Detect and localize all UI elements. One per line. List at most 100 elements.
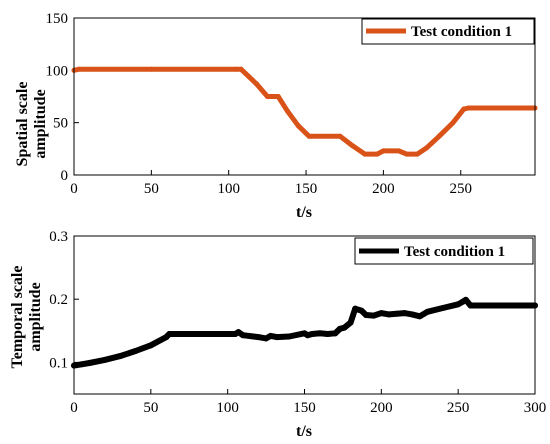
bottom-x-tick-label: 100 — [216, 400, 239, 416]
top-data-point — [349, 143, 355, 149]
bottom-data-point — [416, 313, 423, 320]
top-x-tick-labels: 0 50 100 150 200 250 — [70, 181, 472, 197]
bottom-ylabel-line1: Temporal scale — [9, 266, 26, 369]
top-chart: Spatial scale amplitude 0 50 100 150 0 50 100… — [14, 11, 538, 221]
bottom-legend: Test condition 1 — [354, 237, 534, 265]
bottom-series-group — [71, 296, 538, 369]
top-data-point — [465, 105, 471, 111]
top-xlabel: t/s — [296, 204, 312, 221]
top-y-tick-labels: 0 50 100 150 — [46, 11, 69, 184]
top-y-tick-label: 150 — [46, 11, 69, 27]
top-x-tick-label: 0 — [70, 181, 78, 197]
bottom-data-point — [347, 319, 354, 326]
top-x-tick-label: 50 — [144, 181, 159, 197]
bottom-y-tick-label: 0.2 — [49, 292, 68, 308]
bottom-data-point — [273, 334, 280, 341]
bottom-data-point — [352, 305, 359, 312]
top-data-point — [295, 123, 301, 129]
bottom-x-tick-labels: 0 50 100 150 200 250 300 — [70, 400, 546, 416]
top-y-tick-label: 50 — [53, 116, 68, 132]
bottom-x-tick-label: 200 — [370, 400, 393, 416]
top-x-tick-label: 100 — [217, 181, 240, 197]
top-legend-label: Test condition 1 — [411, 24, 512, 40]
bottom-y-tick-labels: 0.1 0.2 0.3 — [49, 229, 68, 371]
bottom-data-point — [358, 307, 365, 314]
bottom-data-point — [86, 360, 93, 367]
bottom-data-point — [267, 332, 274, 339]
bottom-data-point — [336, 325, 343, 332]
bottom-x-tick-label: 0 — [70, 400, 78, 416]
top-data-point — [76, 66, 82, 72]
bottom-y-tick-label: 0.3 — [49, 229, 68, 245]
bottom-data-point — [132, 348, 139, 355]
bottom-data-point — [316, 330, 323, 337]
top-ylabel-line2: amplitude — [32, 89, 49, 158]
top-data-point — [254, 81, 260, 87]
bottom-x-tick-label: 50 — [143, 400, 158, 416]
bottom-data-point — [101, 356, 108, 363]
top-data-point — [461, 106, 467, 112]
top-y-tick-label: 100 — [46, 63, 69, 79]
top-series-group — [71, 66, 538, 157]
bottom-data-point — [240, 332, 247, 339]
bottom-x-tick-label: 300 — [524, 400, 547, 416]
top-data-point — [362, 151, 368, 157]
bottom-data-point — [341, 324, 348, 331]
bottom-data-point — [362, 312, 369, 318]
bottom-data-point — [304, 332, 311, 339]
top-axes-frame — [73, 17, 536, 176]
bottom-data-point — [147, 342, 154, 349]
top-series-line-0 — [71, 66, 538, 157]
top-ylabel-line1: Spatial scale — [14, 82, 31, 167]
bottom-chart: Temporal scale amplitude 0.1 0.2 0.3 0 50 10… — [9, 229, 546, 440]
bottom-legend-label: Test condition 1 — [404, 244, 505, 260]
top-data-point — [450, 120, 456, 126]
bottom-data-point — [386, 311, 393, 318]
bottom-data-point — [332, 330, 339, 337]
bottom-axes-frame — [73, 235, 536, 395]
top-data-point — [233, 66, 239, 72]
top-data-point — [337, 133, 343, 139]
bottom-data-point — [370, 312, 377, 319]
bottom-data-point — [117, 353, 124, 360]
top-data-point — [275, 94, 281, 99]
bottom-data-point — [378, 310, 385, 317]
bottom-x-tick-label: 150 — [293, 400, 316, 416]
top-data-point — [374, 151, 380, 157]
bottom-data-point — [393, 310, 400, 317]
bottom-data-point — [462, 296, 469, 303]
bottom-data-point — [235, 329, 242, 336]
top-data-point — [148, 66, 154, 72]
top-data-point — [414, 151, 420, 157]
bottom-x-tick-label: 250 — [447, 400, 470, 416]
top-data-point — [436, 133, 442, 139]
bottom-data-point — [439, 305, 446, 312]
bottom-data-point — [166, 330, 173, 337]
bottom-data-point — [424, 308, 431, 315]
top-data-point — [424, 145, 430, 151]
bottom-data-point — [470, 302, 477, 309]
bottom-y-tick-label: 0.1 — [49, 355, 68, 371]
top-data-point — [264, 94, 270, 99]
bottom-data-point — [485, 302, 492, 309]
bottom-data-point — [401, 310, 408, 317]
bottom-data-point — [286, 333, 293, 340]
bottom-data-point — [255, 334, 262, 341]
top-data-point — [380, 148, 386, 154]
bottom-xlabel: t/s — [296, 423, 312, 440]
top-data-point — [306, 133, 312, 139]
top-y-tick-label: 0 — [61, 168, 69, 184]
bottom-data-point — [324, 330, 331, 337]
bottom-data-point — [78, 361, 85, 368]
top-x-tick-label: 150 — [295, 181, 318, 197]
top-data-point — [284, 108, 290, 114]
bottom-data-point — [309, 330, 316, 337]
top-data-point — [238, 66, 244, 72]
top-data-point — [396, 148, 402, 154]
top-data-point — [404, 151, 410, 157]
bottom-data-point — [409, 311, 416, 318]
top-x-tick-label: 250 — [449, 181, 472, 197]
top-x-tick-label: 200 — [372, 181, 395, 197]
bottom-ylabel-line2: amplitude — [27, 282, 44, 351]
